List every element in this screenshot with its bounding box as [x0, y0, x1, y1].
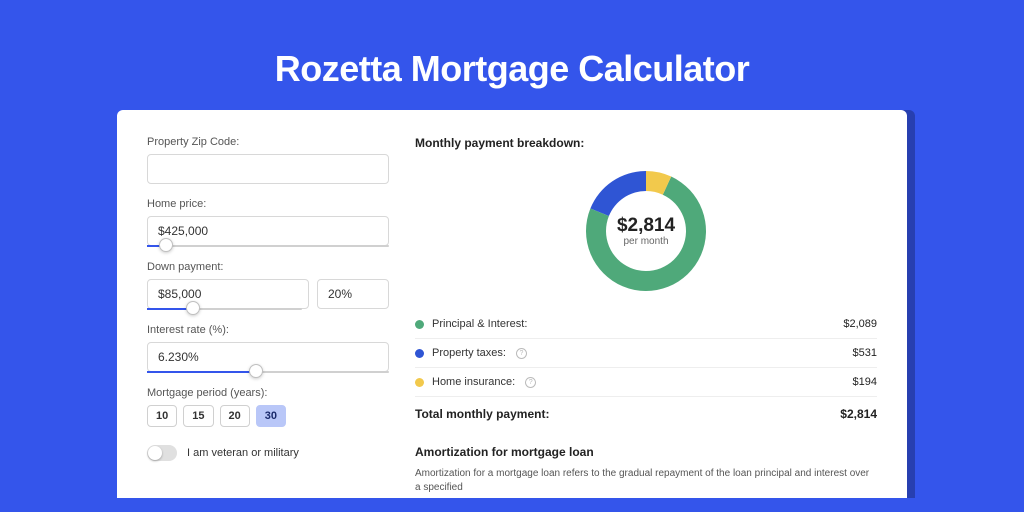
period-option-10[interactable]: 10 [147, 405, 177, 427]
legend-row: Property taxes:? $531 [415, 339, 877, 368]
legend-value: $194 [853, 376, 877, 388]
legend-row: Home insurance:? $194 [415, 368, 877, 397]
down-payment-label: Down payment: [147, 261, 389, 273]
legend-dot [415, 349, 424, 358]
down-payment-slider[interactable] [147, 308, 302, 310]
legend-dot [415, 320, 424, 329]
mortgage-period-field-group: Mortgage period (years): 10 15 20 30 [147, 387, 389, 427]
period-option-20[interactable]: 20 [220, 405, 250, 427]
info-icon[interactable]: ? [516, 348, 527, 359]
interest-rate-field-group: Interest rate (%): [147, 324, 389, 373]
inputs-column: Property Zip Code: Home price: Down paym… [147, 136, 389, 498]
info-icon[interactable]: ? [525, 377, 536, 388]
period-option-30[interactable]: 30 [256, 405, 286, 427]
amortization-text: Amortization for a mortgage loan refers … [415, 467, 877, 495]
donut-chart: $2,814 per month [415, 156, 877, 306]
legend-label: Property taxes: [432, 347, 506, 359]
mortgage-period-options: 10 15 20 30 [147, 405, 389, 427]
mortgage-period-label: Mortgage period (years): [147, 387, 389, 399]
home-price-slider-thumb[interactable] [159, 238, 173, 252]
home-price-input[interactable] [147, 216, 389, 246]
down-payment-input[interactable] [147, 279, 309, 309]
breakdown-title: Monthly payment breakdown: [415, 136, 877, 150]
home-price-slider[interactable] [147, 245, 389, 247]
veteran-toggle-label: I am veteran or military [187, 447, 299, 459]
period-option-15[interactable]: 15 [183, 405, 213, 427]
donut-center-amount: $2,814 [617, 215, 676, 236]
donut-svg: $2,814 per month [581, 166, 711, 296]
interest-rate-slider-fill [147, 371, 256, 373]
down-payment-pct-input[interactable] [317, 279, 389, 309]
total-value: $2,814 [840, 407, 877, 421]
down-payment-field-group: Down payment: [147, 261, 389, 310]
interest-rate-label: Interest rate (%): [147, 324, 389, 336]
zip-label: Property Zip Code: [147, 136, 389, 148]
donut-center-sub: per month [623, 236, 668, 247]
interest-rate-input[interactable] [147, 342, 389, 372]
donut-slice [590, 171, 646, 216]
calculator-card: Property Zip Code: Home price: Down paym… [117, 110, 907, 498]
breakdown-column: Monthly payment breakdown: $2,814 per mo… [415, 136, 877, 498]
amortization-title: Amortization for mortgage loan [415, 445, 877, 459]
legend-label: Home insurance: [432, 376, 515, 388]
legend-row: Principal & Interest: $2,089 [415, 310, 877, 339]
zip-field-group: Property Zip Code: [147, 136, 389, 184]
total-row: Total monthly payment: $2,814 [415, 397, 877, 431]
legend-value: $2,089 [843, 318, 877, 330]
zip-input[interactable] [147, 154, 389, 184]
veteran-toggle-knob [148, 446, 162, 460]
page-title: Rozetta Mortgage Calculator [0, 0, 1024, 110]
total-label: Total monthly payment: [415, 407, 549, 421]
home-price-field-group: Home price: [147, 198, 389, 247]
legend-dot [415, 378, 424, 387]
legend-value: $531 [853, 347, 877, 359]
veteran-toggle[interactable] [147, 445, 177, 461]
interest-rate-slider[interactable] [147, 371, 389, 373]
home-price-label: Home price: [147, 198, 389, 210]
legend: Principal & Interest: $2,089 Property taxe… [415, 310, 877, 397]
interest-rate-slider-thumb[interactable] [249, 364, 263, 378]
veteran-toggle-row: I am veteran or military [147, 445, 389, 461]
legend-label: Principal & Interest: [432, 318, 527, 330]
down-payment-slider-thumb[interactable] [186, 301, 200, 315]
